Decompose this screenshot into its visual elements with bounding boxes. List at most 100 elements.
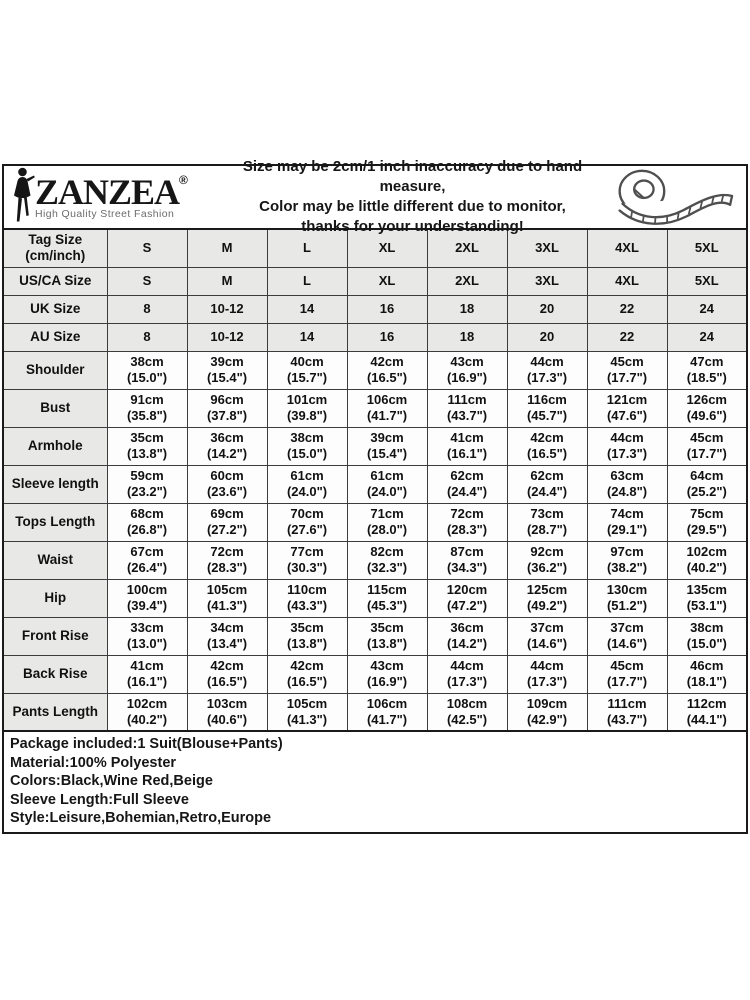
size-cell: 68cm (26.8") — [106, 502, 188, 542]
size-cell: 8 — [106, 294, 188, 324]
size-cell: 91cm (35.8") — [106, 388, 188, 428]
size-cell: 2XL — [426, 266, 508, 296]
size-cell: 35cm (13.8") — [106, 426, 188, 466]
size-cell: 22 — [586, 294, 668, 324]
size-cell: 4XL — [586, 228, 668, 268]
size-cell: 36cm (14.2") — [426, 616, 508, 656]
size-cell: 46cm (18.1") — [666, 654, 748, 694]
size-cell: 92cm (36.2") — [506, 540, 588, 580]
size-cell: 62cm (24.4") — [426, 464, 508, 504]
size-cell: 41cm (16.1") — [426, 426, 508, 466]
size-cell: 105cm (41.3") — [266, 692, 348, 732]
size-cell: 44cm (17.3") — [426, 654, 508, 694]
disclaimer-line-2: Color may be little different due to mon… — [259, 198, 566, 215]
pants-length-row: Pants Length 102cm (40.2") 103cm (40.6") 105c… — [2, 692, 748, 732]
size-cell: 43cm (16.9") — [426, 350, 508, 390]
disclaimer-line-3: thanks for your understanding! — [301, 218, 524, 235]
row-label: Bust — [2, 388, 108, 428]
size-cell: 103cm (40.6") — [186, 692, 268, 732]
size-cell: 37cm (14.6") — [506, 616, 588, 656]
row-label: AU Size — [2, 322, 108, 352]
size-cell: L — [266, 266, 348, 296]
size-cell: 60cm (23.6") — [186, 464, 268, 504]
size-cell: 5XL — [666, 228, 748, 268]
size-cell: 5XL — [666, 266, 748, 296]
size-cell: 39cm (15.4") — [186, 350, 268, 390]
size-cell: 69cm (27.2") — [186, 502, 268, 542]
size-cell: 44cm (17.3") — [506, 350, 588, 390]
size-cell: 44cm (17.3") — [586, 426, 668, 466]
size-cell: M — [186, 266, 268, 296]
size-cell: 22 — [586, 322, 668, 352]
row-label: Front Rise — [2, 616, 108, 656]
colors-line: Colors:Black,Wine Red,Beige — [10, 773, 213, 789]
size-cell: 38cm (15.0") — [106, 350, 188, 390]
size-cell: 73cm (28.7") — [506, 502, 588, 542]
bust-row: Bust 91cm (35.8") 96cm (37.8") 101cm (39.8") 10… — [2, 388, 748, 428]
row-label: Tag Size (cm/inch) — [2, 228, 108, 268]
size-cell: 67cm (26.4") — [106, 540, 188, 580]
size-cell: 33cm (13.0") — [106, 616, 188, 656]
row-label: US/CA Size — [2, 266, 108, 296]
waist-row: Waist 67cm (26.4") 72cm (28.3") 77cm (30.3") 82… — [2, 540, 748, 580]
size-cell: 16 — [346, 294, 428, 324]
size-cell: 115cm (45.3") — [346, 578, 428, 618]
armhole-row: Armhole 35cm (13.8") 36cm (14.2") 38cm (15.0")… — [2, 426, 748, 466]
size-cell: XL — [346, 266, 428, 296]
size-cell: 110cm (43.3") — [266, 578, 348, 618]
size-cell: 108cm (42.5") — [426, 692, 508, 732]
size-cell: 35cm (13.8") — [346, 616, 428, 656]
product-details: Package included:1 Suit(Blouse+Pants) Ma… — [2, 730, 748, 834]
sleeve-length-line: Sleeve Length:Full Sleeve — [10, 791, 189, 808]
size-cell: 72cm (28.3") — [186, 540, 268, 580]
size-cell: 82cm (32.3") — [346, 540, 428, 580]
size-cell: 77cm (30.3") — [266, 540, 348, 580]
size-cell: 14 — [266, 294, 348, 324]
row-label: Pants Length — [2, 692, 108, 732]
size-cell: 41cm (16.1") — [106, 654, 188, 694]
size-cell: 8 — [106, 322, 188, 352]
size-cell: 40cm (15.7") — [266, 350, 348, 390]
brand-tagline: High Quality Street Fashion — [35, 208, 175, 221]
size-cell: 96cm (37.8") — [186, 388, 268, 428]
size-cell: 135cm (53.1") — [666, 578, 748, 618]
size-cell: 97cm (38.2") — [586, 540, 668, 580]
row-label: Sleeve length — [2, 464, 108, 504]
row-label: Tops Length — [2, 502, 108, 542]
size-cell: 64cm (25.2") — [666, 464, 748, 504]
sleeve-length-row: Sleeve length 59cm (23.2") 60cm (23.6") 61cm(… — [2, 464, 748, 504]
size-cell: M — [186, 228, 268, 268]
size-cell: 71cm (28.0") — [346, 502, 428, 542]
size-cell: 125cm (49.2") — [506, 578, 588, 618]
uk-size-row: UK Size 8 10-12 14 16 18 20 22 24 — [2, 294, 748, 324]
size-cell: 18 — [426, 294, 508, 324]
size-cell: 109cm (42.9") — [506, 692, 588, 732]
size-cell: 42cm (16.5") — [346, 350, 428, 390]
size-cell: 4XL — [586, 266, 668, 296]
size-cell: 36cm (14.2") — [186, 426, 268, 466]
size-cell: 87cm (34.3") — [426, 540, 508, 580]
brand-text-block: ZANZEA® High Quality Street Fashion — [35, 174, 188, 220]
size-cell: 61cm (24.0") — [266, 464, 348, 504]
size-cell: 130cm (51.2") — [586, 578, 668, 618]
size-cell: XL — [346, 228, 428, 268]
tops-length-row: Tops Length 68cm (26.8") 69cm (27.2") 70cm (27… — [2, 502, 748, 542]
size-cell: 38cm (15.0") — [666, 616, 748, 656]
size-cell: 126cm (49.6") — [666, 388, 748, 428]
size-table: Tag Size (cm/inch) S M L XL 2XL 3XL 4XL 5XL US/CA … — [2, 228, 748, 732]
size-cell: 111cm (43.7") — [586, 692, 668, 732]
size-cell: 106cm (41.7") — [346, 692, 428, 732]
au-size-row: AU Size 8 10-12 14 16 18 20 22 24 — [2, 322, 748, 352]
material-line: Material:100% Polyester — [10, 754, 177, 771]
size-cell: 20 — [506, 322, 588, 352]
size-cell: 18 — [426, 322, 508, 352]
size-cell: 37cm (14.6") — [586, 616, 668, 656]
size-cell: 3XL — [506, 266, 588, 296]
size-cell: 10-12 — [186, 294, 268, 324]
size-chart-content: ZANZEA® High Quality Street Fashion Size… — [2, 158, 748, 834]
package-included-line: Package included:1 Suit(Blouse+Pants) — [10, 736, 283, 752]
size-cell: 24 — [666, 322, 748, 352]
header: ZANZEA® High Quality Street Fashion Size… — [2, 158, 748, 235]
woman-silhouette-icon — [9, 166, 37, 229]
